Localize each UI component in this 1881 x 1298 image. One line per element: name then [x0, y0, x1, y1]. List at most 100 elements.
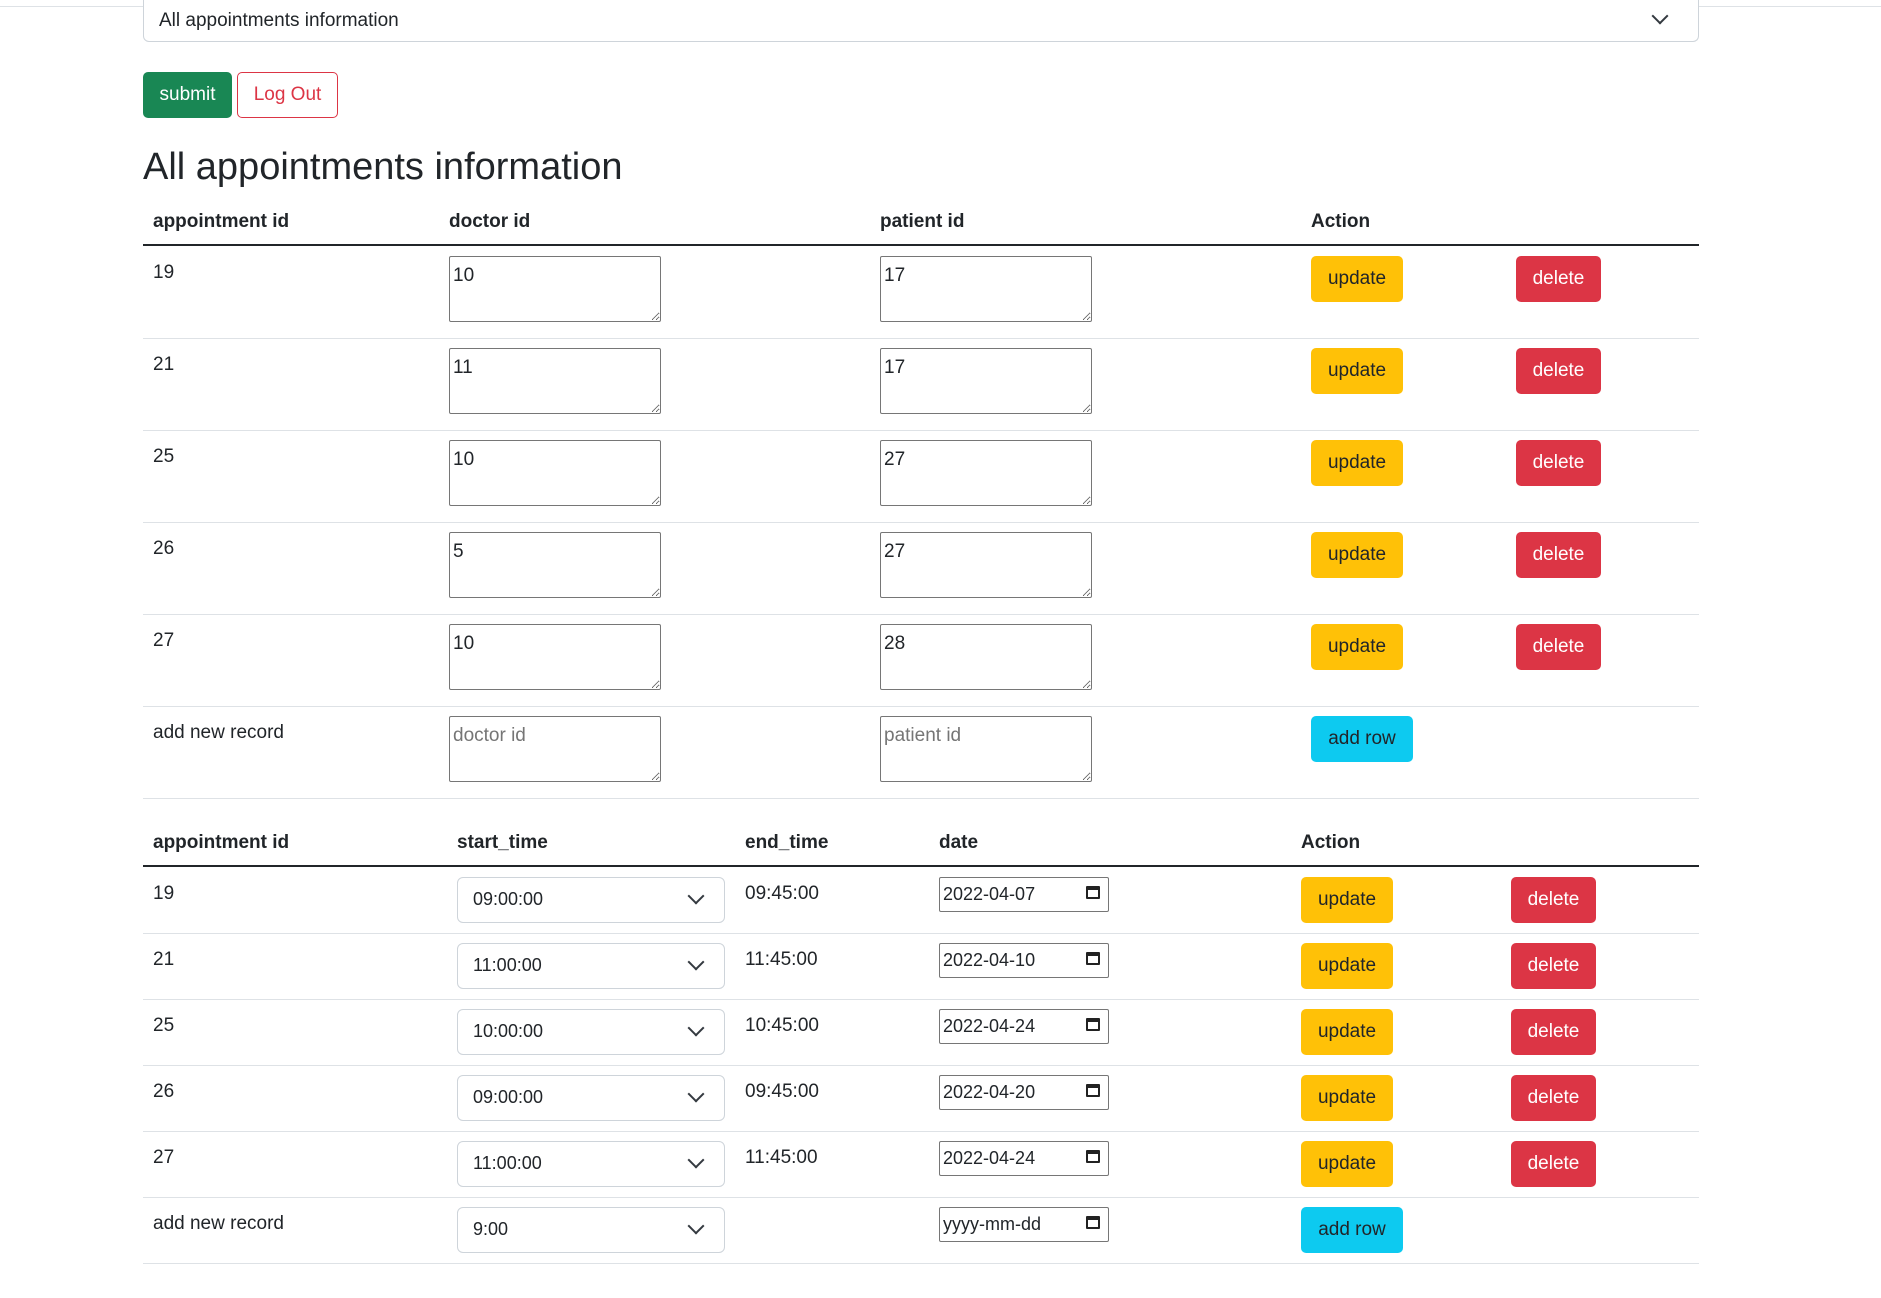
add-row-button[interactable]: add row [1301, 1207, 1403, 1253]
doctor-id-textarea[interactable]: 5 [449, 532, 661, 598]
patient-id-textarea[interactable]: 27 [880, 440, 1092, 506]
doctor-id-textarea[interactable]: 10 [449, 440, 661, 506]
delete-button[interactable]: delete [1511, 1075, 1596, 1121]
row-divider [143, 706, 1699, 707]
delete-button[interactable]: delete [1511, 1009, 1596, 1055]
delete-button[interactable]: delete [1516, 256, 1601, 302]
delete-button[interactable]: delete [1516, 624, 1601, 670]
start-time-value: 11:00:00 [473, 955, 542, 975]
date-value: 2022-04-24 [943, 1148, 1036, 1168]
date-input[interactable]: 2022-04-24 [939, 1141, 1109, 1176]
view-select[interactable]: All appointments information [143, 0, 1699, 42]
appointment-id-cell: 21 [153, 354, 175, 375]
date-input[interactable]: 2022-04-20 [939, 1075, 1109, 1110]
start-time-select[interactable]: 11:00:00 [457, 1141, 725, 1187]
row-divider [143, 338, 1699, 339]
table-header-rule [143, 244, 1699, 246]
row-divider [143, 1263, 1699, 1264]
appointment-id-cell: 19 [153, 262, 175, 283]
calendar-icon[interactable] [1086, 1018, 1100, 1031]
start-time-value: 09:00:00 [473, 1087, 544, 1107]
update-button[interactable]: update [1301, 1075, 1393, 1121]
update-button[interactable]: update [1311, 440, 1403, 486]
new-doctor-id-textarea[interactable] [449, 716, 661, 782]
row-divider [143, 522, 1699, 523]
delete-button[interactable]: delete [1511, 943, 1596, 989]
col-header-start-time: start_time [457, 832, 548, 853]
start-time-select[interactable]: 11:00:00 [457, 943, 725, 989]
delete-button[interactable]: delete [1516, 532, 1601, 578]
date-input[interactable]: 2022-04-07 [939, 877, 1109, 912]
chevron-down-icon [687, 1151, 705, 1169]
chevron-down-icon [687, 1217, 705, 1235]
date-value: 2022-04-10 [943, 950, 1036, 970]
date-value: 2022-04-07 [943, 884, 1036, 904]
patient-id-textarea[interactable]: 17 [880, 256, 1092, 322]
add-row-button[interactable]: add row [1311, 716, 1413, 762]
update-button[interactable]: update [1311, 348, 1403, 394]
start-time-value: 09:00:00 [473, 889, 544, 909]
col-header-end-time: end_time [745, 832, 829, 853]
patient-id-textarea[interactable]: 28 [880, 624, 1092, 690]
col-header-date: date [939, 832, 979, 853]
start-time-select[interactable]: 09:00:00 [457, 1075, 725, 1121]
date-value: 2022-04-24 [943, 1016, 1036, 1036]
calendar-icon[interactable] [1086, 1216, 1100, 1229]
row-divider [143, 1065, 1699, 1066]
update-button[interactable]: update [1301, 1141, 1393, 1187]
col-header-action: Action [1301, 832, 1361, 853]
update-button[interactable]: update [1311, 256, 1403, 302]
logout-button[interactable]: Log Out [237, 72, 338, 118]
start-time-value: 11:00:00 [473, 1153, 542, 1173]
date-value: 2022-04-20 [943, 1082, 1036, 1102]
doctor-id-textarea[interactable]: 10 [449, 256, 661, 322]
chevron-down-icon [687, 1085, 705, 1103]
new-patient-id-textarea[interactable] [880, 716, 1092, 782]
doctor-id-textarea[interactable]: 11 [449, 348, 661, 414]
patient-id-textarea[interactable]: 27 [880, 532, 1092, 598]
update-button[interactable]: update [1301, 1009, 1393, 1055]
chevron-down-icon [687, 887, 705, 905]
update-button[interactable]: update [1301, 943, 1393, 989]
calendar-icon[interactable] [1086, 886, 1100, 899]
end-time-cell: 10:45:00 [745, 1015, 819, 1036]
calendar-icon[interactable] [1086, 1084, 1100, 1097]
appointment-id-cell: 26 [153, 1081, 175, 1102]
delete-button[interactable]: delete [1511, 1141, 1596, 1187]
delete-button[interactable]: delete [1511, 877, 1596, 923]
start-time-select[interactable]: 10:00:00 [457, 1009, 725, 1055]
delete-button[interactable]: delete [1516, 348, 1601, 394]
row-divider [143, 798, 1699, 799]
delete-button[interactable]: delete [1516, 440, 1601, 486]
row-divider [143, 614, 1699, 615]
appointment-id-cell: 27 [153, 630, 175, 651]
patient-id-textarea[interactable]: 17 [880, 348, 1092, 414]
update-button[interactable]: update [1301, 877, 1393, 923]
update-button[interactable]: update [1311, 624, 1403, 670]
col-header-doctor-id: doctor id [449, 211, 531, 232]
end-time-cell: 09:45:00 [745, 1081, 819, 1102]
end-time-cell: 09:45:00 [745, 883, 819, 904]
date-input[interactable]: 2022-04-24 [939, 1009, 1109, 1044]
row-divider [143, 999, 1699, 1000]
start-time-value: 10:00:00 [473, 1021, 544, 1041]
appointment-id-cell: 25 [153, 446, 175, 467]
start-time-select[interactable]: 09:00:00 [457, 877, 725, 923]
appointment-id-cell: 21 [153, 949, 175, 970]
start-time-value: 9:00 [473, 1219, 509, 1239]
date-input[interactable]: 2022-04-10 [939, 943, 1109, 978]
table-header-rule [143, 865, 1699, 867]
new-start-time-select[interactable]: 9:00 [457, 1207, 725, 1253]
add-new-record-label: add new record [153, 1213, 284, 1234]
calendar-icon[interactable] [1086, 952, 1100, 965]
appointment-id-cell: 26 [153, 538, 175, 559]
doctor-id-textarea[interactable]: 10 [449, 624, 661, 690]
col-header-appointment-id: appointment id [153, 832, 290, 853]
new-date-input[interactable]: yyyy-mm-dd [939, 1207, 1109, 1242]
submit-button[interactable]: submit [143, 72, 232, 118]
calendar-icon[interactable] [1086, 1150, 1100, 1163]
row-divider [143, 933, 1699, 934]
row-divider [143, 430, 1699, 431]
update-button[interactable]: update [1311, 532, 1403, 578]
row-divider [143, 1197, 1699, 1198]
